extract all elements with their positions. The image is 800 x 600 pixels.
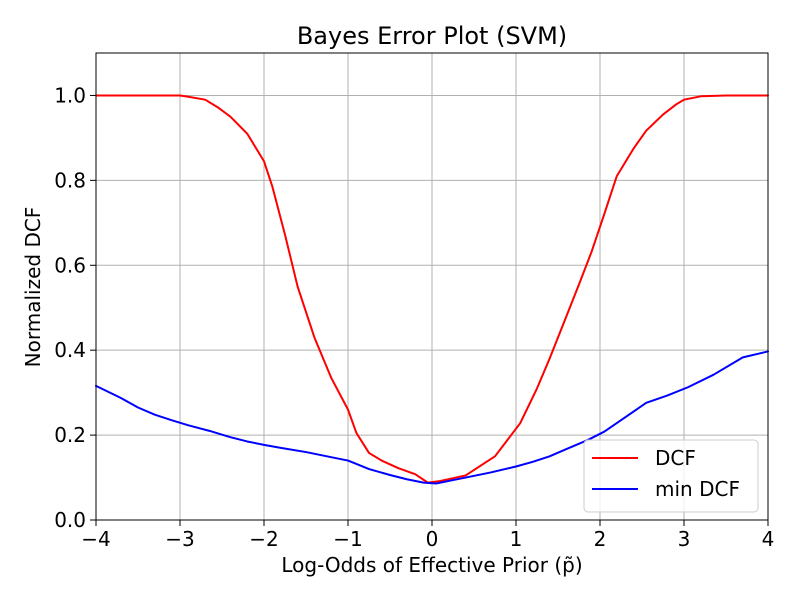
x-tick-label: −2 — [249, 527, 278, 551]
x-tick-label: 0 — [426, 527, 439, 551]
x-tick-label: 4 — [762, 527, 775, 551]
x-tick-label: −1 — [333, 527, 362, 551]
y-tick-label: 0.2 — [54, 423, 86, 447]
legend-label-dcf: DCF — [655, 446, 696, 470]
x-tick-label: −3 — [165, 527, 194, 551]
plot-series — [95, 94, 769, 485]
x-tick-label: 3 — [678, 527, 691, 551]
y-tick-label: 0.0 — [54, 508, 86, 532]
x-tick-label: −4 — [81, 527, 110, 551]
y-tick-label: 1.0 — [54, 83, 86, 107]
grid — [95, 53, 769, 521]
y-tick-label: 0.4 — [54, 338, 86, 362]
x-tick-label: 2 — [594, 527, 607, 551]
series-line-min-dcf — [95, 350, 769, 485]
x-tick-label: 1 — [510, 527, 523, 551]
y-tick-label: 0.6 — [54, 253, 86, 277]
x-axis-label: Log-Odds of Effective Prior (p̃) — [281, 553, 582, 577]
series-line-dcf — [95, 94, 769, 484]
y-tick-label: 0.8 — [54, 168, 86, 192]
chart-title: Bayes Error Plot (SVM) — [297, 22, 567, 50]
axis-ticks: −4 −3 −2 −1 0 1 2 3 4 0.0 0.2 0.4 0.6 0.8 1.0 — [54, 83, 774, 551]
legend: DCF min DCF — [583, 439, 759, 513]
y-axis-label: Normalized DCF — [21, 207, 45, 368]
legend-label-min-dcf: min DCF — [655, 477, 740, 501]
